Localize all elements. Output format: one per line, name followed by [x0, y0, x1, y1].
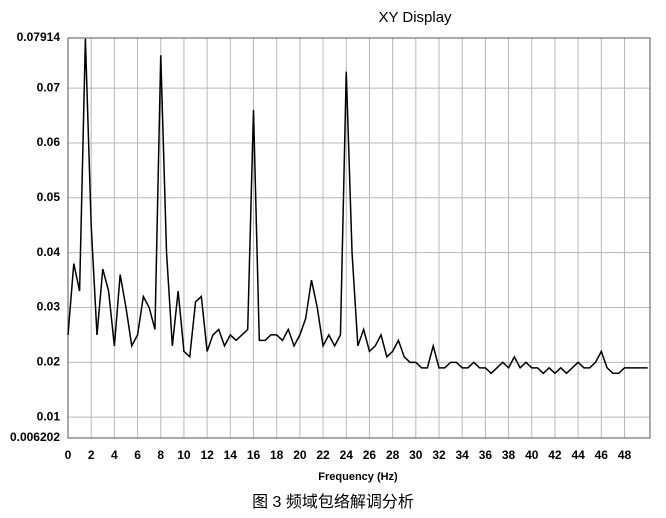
y-tick-label: 0.04: [37, 245, 61, 259]
caption: 图 3 频域包络解调分析: [252, 492, 414, 511]
x-tick-label: 16: [247, 448, 261, 462]
plot-frame: [67, 37, 651, 439]
y-tick-label: 0.07914: [17, 30, 61, 44]
x-tick-label: 22: [316, 448, 330, 462]
x-tick-label: 14: [224, 448, 238, 462]
x-tick-label: 48: [618, 448, 632, 462]
y-tick-label: 0.05: [37, 190, 61, 204]
x-tick-label: 40: [525, 448, 539, 462]
data-line: [67, 38, 648, 375]
x-tick-label: 42: [548, 448, 562, 462]
x-tick-label: 46: [595, 448, 609, 462]
x-tick-label: 10: [177, 448, 191, 462]
x-tick-label: 2: [88, 448, 95, 462]
y-tick-label: 0.006202: [10, 430, 60, 444]
x-tick-label: 20: [293, 448, 307, 462]
x-tick-label: 4: [111, 448, 118, 462]
y-tick-label: 0.02: [37, 355, 61, 369]
x-tick-label: 6: [134, 448, 141, 462]
y-tick-label: 0.03: [37, 300, 61, 314]
y-tick-label: 0.01: [37, 409, 61, 423]
y-tick-label: 0.07: [37, 80, 61, 94]
x-axis-label: Frequency (Hz): [318, 471, 398, 483]
y-tick-label: 0.06: [37, 135, 61, 149]
x-tick-label: 18: [270, 448, 284, 462]
x-tick-label: 0: [65, 448, 72, 462]
x-tick-label: 12: [200, 448, 214, 462]
x-tick-label: 32: [432, 448, 446, 462]
x-tick-label: 36: [479, 448, 493, 462]
x-tick-label: 28: [386, 448, 400, 462]
chart-title: XY Display: [378, 9, 452, 26]
x-tick-label: 34: [456, 448, 470, 462]
x-tick-label: 30: [409, 448, 423, 462]
x-tick-label: 24: [340, 448, 354, 462]
x-tick-label: 38: [502, 448, 516, 462]
plot-area: [68, 38, 650, 438]
x-tick-label: 26: [363, 448, 377, 462]
x-tick-label: 8: [157, 448, 164, 462]
x-tick-label: 44: [571, 448, 585, 462]
